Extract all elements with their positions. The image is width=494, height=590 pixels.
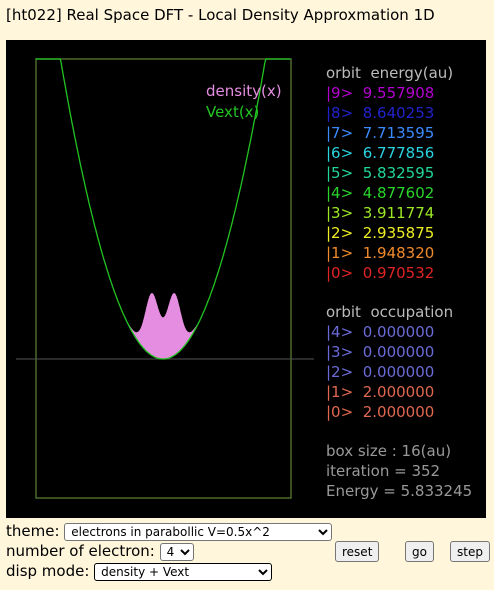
occupation-header: orbit occupation <box>326 303 454 321</box>
go-button[interactable]: go <box>405 541 434 562</box>
orbit-label: |7> <box>326 124 354 142</box>
legend-vext: Vext(x) <box>206 103 260 121</box>
orbit-row: |1> 1.948320 <box>326 243 434 263</box>
orbit-row: |7> 7.713595 <box>326 123 434 143</box>
orbit-energy: 5.832595 <box>362 164 435 182</box>
orbit-energy: 8.640253 <box>362 104 435 122</box>
orbit-energy: 6.777856 <box>362 144 435 162</box>
occupation-label: |3> <box>326 343 354 361</box>
orbit-row: |9> 9.557908 <box>326 83 434 103</box>
orbit-row: |0> 0.970532 <box>326 263 434 283</box>
occupation-row: |1> 2.000000 <box>326 382 434 402</box>
energy-header: orbit energy(au) <box>326 64 454 82</box>
occupation-value: 0.000000 <box>362 343 435 361</box>
occupation-row: |2> 0.000000 <box>326 362 434 382</box>
occupation-value: 0.000000 <box>362 323 435 341</box>
disp-mode-select[interactable]: density + Vext <box>94 563 273 581</box>
density-curve <box>125 293 201 359</box>
orbit-energy: 9.557908 <box>362 84 435 102</box>
orbit-row: |5> 5.832595 <box>326 163 434 183</box>
page-title: [ht022] Real Space DFT - Local Density A… <box>6 6 435 24</box>
orbit-energy: 1.948320 <box>362 244 435 262</box>
orbit-energy: 0.970532 <box>362 264 435 282</box>
occupation-value: 2.000000 <box>362 383 435 401</box>
electron-count-select[interactable]: 4 <box>159 543 194 561</box>
occupation-label: |4> <box>326 323 354 341</box>
orbit-label: |0> <box>326 264 354 282</box>
orbit-label: |2> <box>326 224 354 242</box>
occupation-value: 0.000000 <box>362 363 435 381</box>
iteration-text: iteration = 352 <box>326 462 441 480</box>
disp-mode-row: disp mode: density + Vext <box>6 562 273 581</box>
occupation-label: |1> <box>326 383 354 401</box>
reset-button[interactable]: reset <box>335 541 380 562</box>
orbit-label: |1> <box>326 244 354 262</box>
step-button[interactable]: step <box>450 541 490 562</box>
theme-select[interactable]: electrons in parabollic V=0.5x^2 <box>64 523 333 541</box>
orbit-energy: 7.713595 <box>362 124 435 142</box>
occupation-row: |0> 2.000000 <box>326 402 434 422</box>
simulation-box <box>35 58 292 499</box>
orbit-row: |3> 3.911774 <box>326 203 434 223</box>
orbit-row: |8> 8.640253 <box>326 103 434 123</box>
orbit-energy: 2.935875 <box>362 224 435 242</box>
occupation-list: |4> 0.000000 |3> 0.000000 |2> 0.000000 |1> … <box>326 322 434 422</box>
orbit-energy: 3.911774 <box>362 204 435 222</box>
orbit-label: |3> <box>326 204 354 222</box>
vext-curve <box>35 58 291 360</box>
orbit-label: |4> <box>326 184 354 202</box>
legend-density: density(x) <box>206 82 282 100</box>
orbit-label: |6> <box>326 144 354 162</box>
orbit-row: |2> 2.935875 <box>326 223 434 243</box>
disp-mode-label: disp mode: <box>6 562 90 580</box>
occupation-label: |0> <box>326 403 354 421</box>
orbit-row: |4> 4.877602 <box>326 183 434 203</box>
energy-list: |9> 9.557908 |8> 8.640253 |7> 7.713595 |6> … <box>326 83 434 283</box>
box-size-text: box size : 16(au) <box>326 442 452 460</box>
orbit-label: |9> <box>326 84 354 102</box>
occupation-row: |4> 0.000000 <box>326 322 434 342</box>
electron-row: number of electron: 4 <box>6 542 194 561</box>
occupation-label: |2> <box>326 363 354 381</box>
plot-svg <box>16 58 314 499</box>
orbit-label: |8> <box>326 104 354 122</box>
orbit-row: |6> 6.777856 <box>326 143 434 163</box>
electron-label: number of electron: <box>6 542 155 560</box>
occupation-value: 2.000000 <box>362 403 435 421</box>
orbit-energy: 4.877602 <box>362 184 435 202</box>
theme-row: theme: electrons in parabollic V=0.5x^2 <box>6 522 333 541</box>
simulation-canvas: density(x) Vext(x) orbit energy(au) |9> … <box>6 40 486 518</box>
total-energy-text: Energy = 5.833245 <box>326 482 473 500</box>
theme-label: theme: <box>6 522 60 540</box>
orbit-label: |5> <box>326 164 354 182</box>
occupation-row: |3> 0.000000 <box>326 342 434 362</box>
